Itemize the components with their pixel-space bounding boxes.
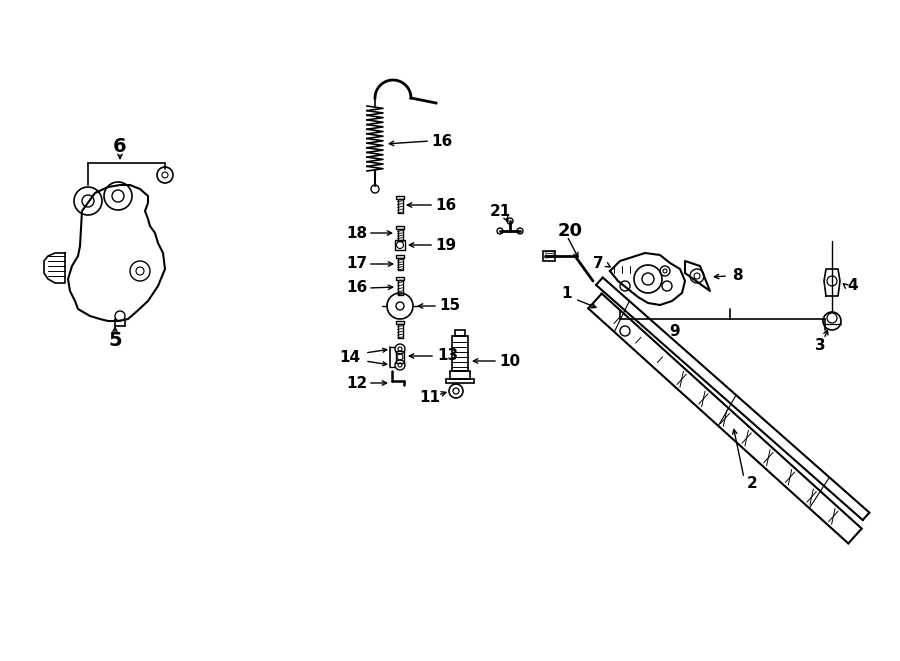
Bar	[398, 229, 402, 241]
Text: 19: 19	[436, 237, 456, 253]
Text: 1: 1	[562, 286, 572, 301]
Text: 16: 16	[346, 280, 367, 295]
Text: 4: 4	[848, 278, 859, 293]
Text: 17: 17	[346, 256, 367, 272]
Bar	[396, 196, 404, 199]
Bar	[396, 255, 404, 258]
Text: 20: 20	[557, 222, 582, 240]
Text: 16: 16	[436, 198, 456, 212]
Text: 9: 9	[670, 323, 680, 338]
Bar	[396, 321, 404, 324]
Bar	[452, 336, 468, 371]
Bar	[398, 324, 402, 338]
Bar	[398, 280, 402, 295]
Bar	[398, 199, 402, 213]
Text: 12: 12	[346, 375, 367, 391]
Text: 21: 21	[490, 204, 510, 219]
Text: 8: 8	[732, 268, 742, 284]
Bar	[395, 240, 405, 250]
Bar	[396, 226, 404, 229]
Bar	[450, 371, 470, 379]
Text: 11: 11	[419, 389, 440, 405]
Text: 7: 7	[593, 256, 603, 270]
Text: 18: 18	[346, 225, 367, 241]
Bar	[543, 251, 555, 261]
Bar	[396, 351, 404, 363]
Text: 3: 3	[814, 338, 825, 354]
Text: 15: 15	[439, 299, 461, 313]
Bar	[398, 258, 402, 270]
Text: 6: 6	[113, 137, 127, 155]
Text: 14: 14	[339, 350, 361, 364]
Text: 2: 2	[747, 475, 758, 490]
Bar	[455, 330, 465, 336]
Text: 16: 16	[431, 134, 453, 149]
Bar	[396, 277, 404, 280]
Text: 13: 13	[437, 348, 459, 364]
Text: 10: 10	[500, 354, 520, 368]
Text: 5: 5	[108, 332, 122, 350]
